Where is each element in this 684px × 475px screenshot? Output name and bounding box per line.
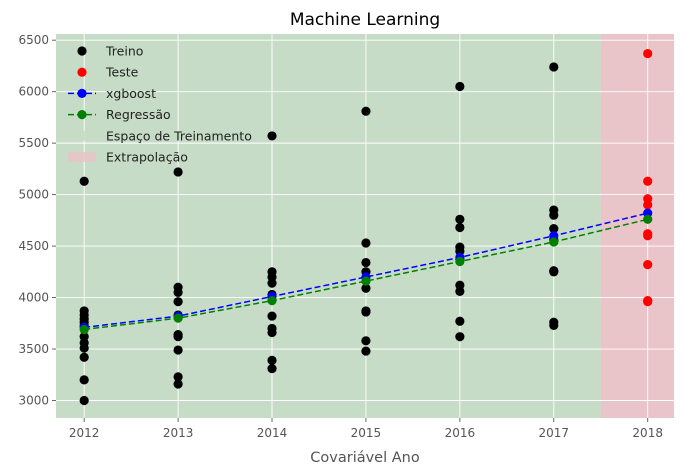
legend-label: Extrapolação	[106, 150, 188, 165]
treino-point	[267, 278, 277, 288]
treino-point	[361, 257, 371, 268]
treino-point	[79, 375, 89, 385]
treino-point	[267, 355, 277, 365]
training-space-region	[56, 34, 601, 418]
teste-point	[643, 297, 653, 307]
y-tick-label: 3500	[18, 342, 49, 356]
treino-point	[361, 307, 371, 317]
treino-point	[173, 297, 183, 307]
y-tick-label: 4500	[18, 239, 49, 253]
treino-point	[361, 283, 371, 293]
regressao-marker	[361, 276, 371, 286]
x-tick-label: 2016	[445, 426, 476, 440]
x-tick-label: 2017	[539, 426, 570, 440]
y-tick-label: 6500	[18, 33, 49, 47]
treino-point	[173, 332, 183, 342]
treino-point	[361, 336, 371, 346]
treino-point	[361, 238, 371, 248]
treino-point	[549, 223, 559, 234]
teste-point	[643, 200, 653, 210]
legend-marker	[77, 110, 87, 120]
teste-point	[643, 260, 653, 270]
treino-point	[361, 106, 371, 116]
regressao-marker	[549, 237, 559, 247]
x-tick-label: 2015	[351, 426, 382, 440]
treino-point	[79, 395, 89, 406]
x-tick-label: 2013	[163, 426, 194, 440]
treino-point	[267, 327, 277, 338]
legend-marker	[77, 67, 87, 77]
y-tick-label: 5500	[18, 136, 49, 150]
legend-label: xgboost	[106, 86, 156, 101]
treino-point	[361, 346, 371, 356]
treino-point	[79, 352, 89, 362]
treino-point	[549, 267, 559, 277]
x-tick-label: 2018	[632, 426, 663, 440]
legend-patch	[68, 130, 96, 141]
regressao-marker	[643, 214, 653, 224]
treino-point	[173, 379, 183, 389]
treino-point	[79, 343, 89, 353]
y-tick-label: 6000	[18, 85, 49, 99]
x-tick-label: 2012	[69, 426, 100, 440]
legend-marker	[77, 88, 87, 98]
legend-patch	[68, 152, 96, 162]
teste-point	[643, 231, 653, 241]
treino-point	[455, 81, 465, 92]
chart-title: Machine Learning	[290, 10, 440, 30]
y-tick-label: 4000	[18, 291, 49, 305]
legend: Treino Teste xgboost Regressão Espaço de Tre…	[68, 44, 252, 165]
treino-point	[173, 372, 183, 382]
treino-point	[455, 222, 465, 233]
treino-point	[267, 311, 277, 321]
regressao-marker	[79, 324, 89, 335]
treino-point	[549, 210, 559, 220]
y-tick-label: 3000	[18, 393, 49, 407]
treino-point	[173, 167, 183, 177]
legend-label: Teste	[105, 65, 139, 80]
treino-point	[455, 316, 465, 326]
treino-point	[173, 345, 183, 355]
treino-point	[455, 286, 465, 296]
regressao-marker	[455, 256, 465, 267]
legend-label: Espaço de Treinamento	[106, 128, 252, 143]
legend-label: Regressão	[106, 107, 171, 122]
teste-point	[643, 176, 653, 186]
treino-point	[267, 363, 277, 374]
treino-point	[267, 131, 277, 141]
regressao-marker	[267, 296, 277, 306]
treino-point	[455, 214, 465, 224]
treino-point	[79, 176, 89, 186]
x-axis-label: Covariável Ano	[310, 450, 420, 466]
extrapolation-region	[600, 34, 674, 418]
regressao-marker	[173, 313, 183, 323]
teste-point	[643, 48, 653, 59]
y-tick-label: 5000	[18, 188, 49, 202]
legend-label: Treino	[105, 44, 143, 59]
x-tick-label: 2014	[257, 426, 288, 440]
treino-point	[173, 287, 183, 298]
plot-area: 2012 2013 2014 2015 2016 2017 2018 3000 3500 4000…	[18, 33, 674, 440]
treino-point	[549, 62, 559, 72]
treino-point	[455, 332, 465, 342]
legend-marker	[77, 46, 87, 56]
treino-point	[549, 320, 559, 330]
